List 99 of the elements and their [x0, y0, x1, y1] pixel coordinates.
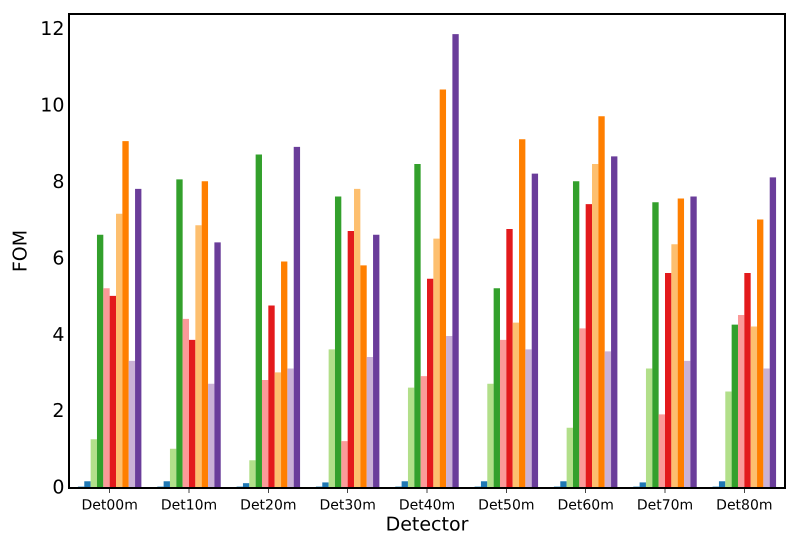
bar: [598, 116, 605, 487]
bar: [512, 322, 520, 487]
bar: [678, 198, 684, 487]
x-tick-label: Det60m: [558, 498, 614, 514]
bar: [440, 90, 446, 487]
bar: [744, 272, 751, 487]
bar: [770, 177, 776, 487]
bar: [135, 188, 142, 487]
bar: [414, 164, 421, 487]
bar: [640, 482, 646, 487]
bar: [732, 324, 738, 487]
bar: [274, 372, 282, 487]
bar: [360, 265, 367, 487]
y-tick-label: 0: [52, 476, 64, 499]
bar: [128, 360, 136, 487]
bar: [572, 181, 580, 487]
y-tick-label: 8: [52, 170, 64, 193]
bar: [433, 238, 440, 487]
bar: [566, 428, 573, 487]
bar: [532, 174, 538, 487]
x-tick-label: Det50m: [478, 498, 534, 514]
bar: [408, 388, 414, 487]
bar: [427, 278, 434, 487]
bar: [725, 391, 732, 487]
bar: [294, 146, 300, 487]
bar: [322, 482, 329, 487]
bar: [366, 357, 374, 487]
bar: [592, 164, 598, 487]
x-tick-label: Det80m: [716, 498, 772, 514]
bar: [249, 460, 256, 487]
bar: [208, 384, 214, 487]
bar: [684, 360, 690, 487]
bar: [214, 242, 221, 487]
bar: [268, 305, 275, 487]
bar: [116, 214, 122, 487]
bar: [373, 234, 380, 487]
bar: [84, 481, 91, 487]
bar: [652, 202, 659, 487]
y-tick-label: 6: [52, 247, 64, 270]
bar: [487, 384, 494, 487]
bar: [738, 315, 744, 487]
y-tick-label: 10: [40, 94, 64, 116]
bar: [665, 272, 672, 487]
bar: [189, 340, 196, 487]
x-tick-label: Det00m: [82, 498, 138, 514]
x-tick-label: Det20m: [240, 498, 296, 514]
y-tick-label: 2: [52, 400, 64, 422]
x-tick-label: Det70m: [636, 498, 694, 514]
bar: [281, 262, 288, 487]
bar: [287, 368, 294, 487]
bar: [611, 156, 618, 487]
bar: [182, 318, 189, 487]
bar: [671, 244, 678, 487]
x-tick-label: Det30m: [320, 498, 376, 514]
bar: [262, 380, 268, 487]
bar: [646, 368, 652, 487]
bar: [164, 481, 170, 487]
bar: [763, 368, 770, 487]
bar: [690, 196, 697, 487]
x-tick-label: Det40m: [398, 498, 456, 514]
bar: [402, 481, 408, 487]
bar: [525, 349, 532, 487]
bar: [718, 481, 726, 487]
bar: [334, 196, 342, 487]
x-tick-label: Det10m: [160, 498, 218, 514]
bar: [90, 439, 97, 487]
bar: [103, 288, 110, 487]
bar: [328, 349, 335, 487]
bar: [579, 328, 586, 487]
y-axis-title: FOM: [10, 230, 32, 272]
bar: [757, 219, 764, 487]
bar: [658, 414, 665, 487]
bar: [452, 34, 459, 487]
bar: [560, 481, 567, 487]
bar: [500, 340, 506, 487]
bar: [122, 141, 129, 487]
bar: [586, 204, 592, 487]
y-tick-label: 4: [52, 324, 64, 346]
bar: [354, 188, 360, 487]
bar: [256, 154, 262, 487]
bar: [242, 483, 250, 487]
bar: [170, 448, 176, 487]
bar: [604, 351, 612, 487]
bar: [480, 481, 488, 487]
bar: [202, 181, 208, 487]
bar: [446, 336, 452, 487]
x-axis-title: Detector: [386, 514, 469, 536]
bar: [750, 326, 758, 487]
bar: [176, 179, 183, 487]
bar: [96, 234, 104, 487]
bar: [348, 230, 354, 487]
bar: [341, 441, 348, 487]
bar: [420, 376, 427, 487]
y-tick-label: 12: [40, 18, 64, 40]
bar: [506, 229, 513, 487]
bar: [519, 139, 526, 487]
bar: [110, 296, 116, 487]
bar: [494, 288, 500, 487]
bar: [195, 225, 202, 487]
